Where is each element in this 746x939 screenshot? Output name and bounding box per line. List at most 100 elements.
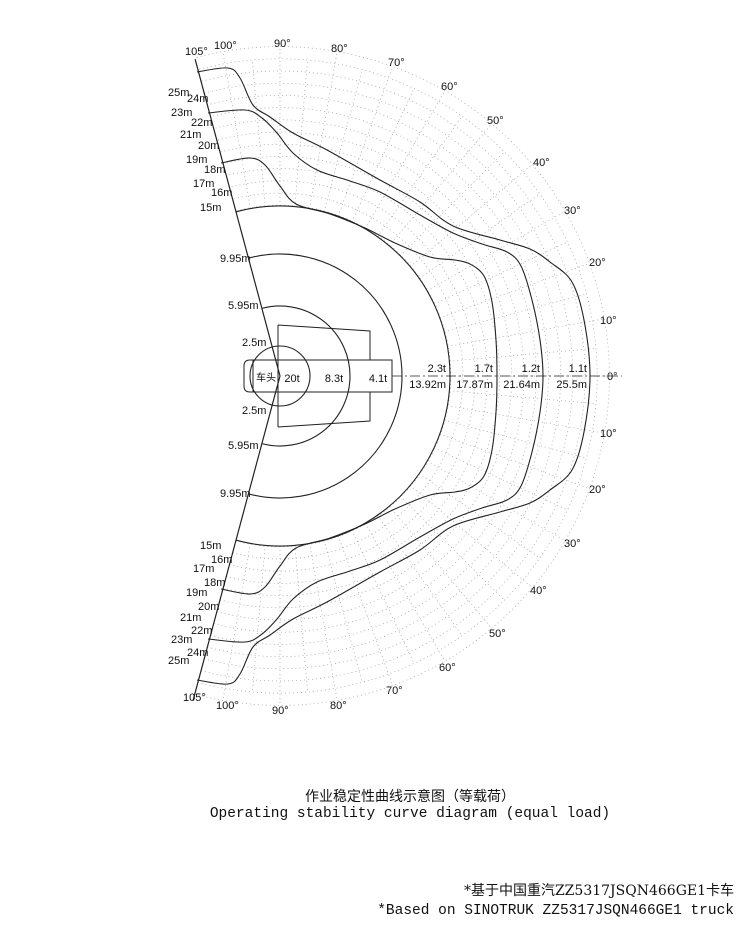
angle-label: 30° xyxy=(564,538,581,550)
grid-radial xyxy=(294,545,309,693)
angle-label: 90° xyxy=(274,38,291,50)
grid-radial xyxy=(323,68,363,212)
grid-radial xyxy=(410,163,534,267)
grid-radial xyxy=(222,543,251,702)
angle-label: 60° xyxy=(441,81,458,93)
angle-label: 20° xyxy=(589,257,606,269)
grid-radial xyxy=(351,87,415,223)
grid-radial xyxy=(427,210,566,292)
diagram-lines xyxy=(192,59,622,701)
radius-label: 20m xyxy=(198,601,219,613)
angle-label: 0° xyxy=(607,371,618,383)
angle-label: 105° xyxy=(183,692,206,704)
angle-label: 30° xyxy=(564,205,581,217)
radius-label: 15m xyxy=(200,202,221,214)
footnote-en: *Based on SINOTRUK ZZ5317JSQN466GE1 truc… xyxy=(377,903,734,919)
grid-radial xyxy=(309,543,338,702)
inner-load-label: 8.3t xyxy=(325,373,343,385)
radius-label: 22m xyxy=(191,625,212,637)
grid-radial xyxy=(337,65,394,217)
grid-radial xyxy=(364,90,446,229)
grid-radial xyxy=(222,50,251,209)
angle-label: 105° xyxy=(185,46,208,58)
radius-label: 25m xyxy=(168,655,189,667)
grid-arc xyxy=(232,192,464,560)
grid-arc xyxy=(216,131,525,621)
truck-cab xyxy=(243,359,278,393)
radius-label: 19m xyxy=(186,587,207,599)
grid-arc xyxy=(219,143,513,609)
radius-label: 18m xyxy=(204,577,225,589)
grid-radial xyxy=(410,485,534,589)
grid-radial xyxy=(377,515,463,637)
boundary-line xyxy=(192,59,281,701)
grid-radial xyxy=(433,241,569,305)
angle-label: 40° xyxy=(530,585,547,597)
grid-radial xyxy=(447,318,606,347)
inner-load-label: 4.1t xyxy=(369,373,387,385)
grid-radial xyxy=(323,540,363,684)
radius-label: 23m xyxy=(171,107,192,119)
caption-title-en: Operating stability curve diagram (equal… xyxy=(209,806,611,822)
radius-label: 16m xyxy=(211,187,232,199)
stability-curve-2 xyxy=(207,109,544,643)
arc-2.5m xyxy=(249,345,311,407)
angle-label: 70° xyxy=(386,685,403,697)
radius-label: 9.95m xyxy=(220,253,251,265)
radius-label: 5.95m xyxy=(228,440,259,452)
grid-arc xyxy=(210,107,549,645)
grid-radial xyxy=(433,447,569,511)
angle-label: 70° xyxy=(388,57,405,69)
radius-label: 24m xyxy=(187,93,208,105)
angle-label: 90° xyxy=(272,705,289,717)
grid-radial xyxy=(337,535,394,687)
grid-radial xyxy=(449,390,597,405)
stability-diagram: 105° 100° 90° 80° 70° 60° 50° 40° 30° 20° 10° 0° 10°… xyxy=(168,38,622,717)
angle-label: 100° xyxy=(216,700,239,712)
load-arc-0 xyxy=(261,305,351,447)
angle-label: 10° xyxy=(600,428,617,440)
radius-label: 21m xyxy=(180,129,201,141)
angle-label: 20° xyxy=(589,484,606,496)
radius-label: 2.5m xyxy=(242,405,266,417)
angle-label: 80° xyxy=(331,43,348,55)
radius-label: 16m xyxy=(211,554,232,566)
radius-label: 20m xyxy=(198,140,219,152)
outer-radius-label: 25.5m xyxy=(556,379,587,391)
angle-label: 80° xyxy=(330,700,347,712)
radius-label: 2.5m xyxy=(242,337,266,349)
grid-radial xyxy=(444,293,588,333)
radius-label: 15m xyxy=(200,540,221,552)
grid-radial xyxy=(444,419,588,459)
radius-label: 9.95m xyxy=(220,488,251,500)
radius-label: 17m xyxy=(193,178,214,190)
radius-label: 18m xyxy=(204,164,225,176)
grid-radial xyxy=(419,193,541,279)
outer-load-label: 1.1t xyxy=(569,363,587,375)
grid-radial xyxy=(309,50,338,209)
outer-radius-label: 13.92m xyxy=(409,379,446,391)
radius-label: 23m xyxy=(171,634,192,646)
angle-label: 100° xyxy=(214,40,237,52)
caption-title-cn: 作业稳定性曲线示意图（等载荷） xyxy=(305,789,515,805)
radius-label: 5.95m xyxy=(228,300,259,312)
radius-label: 24m xyxy=(187,647,208,659)
load-arc-1 xyxy=(248,253,403,499)
inner-load-label: 20t xyxy=(284,373,299,385)
radius-label: 17m xyxy=(193,563,214,575)
grid-radial xyxy=(251,545,266,693)
grid-radial xyxy=(364,523,446,662)
outer-load-label: 2.3t xyxy=(428,363,446,375)
angle-label: 50° xyxy=(487,115,504,127)
grid-radial xyxy=(399,495,506,602)
angle-label: 60° xyxy=(439,662,456,674)
diagram-labels: 105° 100° 90° 80° 70° 60° 50° 40° 30° 20° 10° 0° 10°… xyxy=(168,38,618,717)
angle-label: 40° xyxy=(533,157,550,169)
stability-curve-3 xyxy=(196,67,591,685)
grid-radial xyxy=(439,262,591,319)
grid-radial xyxy=(447,405,606,434)
grid-radial xyxy=(294,59,309,207)
grid-radial xyxy=(419,473,541,559)
grid-radial xyxy=(389,506,493,630)
stability-curve-1 xyxy=(220,157,498,595)
